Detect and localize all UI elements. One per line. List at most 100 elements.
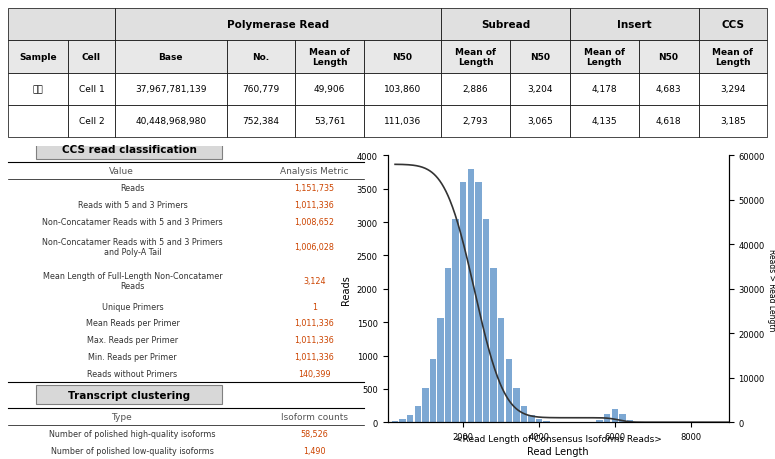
Text: Reads with 5 and 3 Primers: Reads with 5 and 3 Primers xyxy=(78,201,188,209)
Text: 지황: 지황 xyxy=(33,85,43,94)
Text: 1: 1 xyxy=(312,302,317,311)
Text: 1,490: 1,490 xyxy=(303,446,326,455)
Bar xyxy=(226,106,295,138)
Bar xyxy=(441,41,510,73)
Text: Cell 2: Cell 2 xyxy=(78,117,104,126)
Bar xyxy=(521,406,527,422)
Bar xyxy=(68,41,115,73)
Bar xyxy=(498,318,505,422)
Text: Mean Length of Full-Length Non-Concatamer
Reads: Mean Length of Full-Length Non-Concatame… xyxy=(43,271,222,291)
Text: Unique Primers: Unique Primers xyxy=(102,302,164,311)
Text: 53,761: 53,761 xyxy=(314,117,346,126)
Text: Mean of
Length: Mean of Length xyxy=(584,48,625,67)
Bar xyxy=(611,409,618,422)
Bar xyxy=(8,9,115,41)
Bar xyxy=(536,420,542,422)
Bar xyxy=(437,318,444,422)
Text: Analysis Metric: Analysis Metric xyxy=(280,167,349,175)
Text: 3,065: 3,065 xyxy=(527,117,553,126)
Bar xyxy=(543,421,549,422)
Text: No.: No. xyxy=(253,53,270,62)
Bar xyxy=(68,73,115,106)
Text: Max. Reads per Primer: Max. Reads per Primer xyxy=(87,336,178,345)
Bar xyxy=(467,169,474,422)
Text: 140,399: 140,399 xyxy=(298,369,331,379)
Bar xyxy=(529,415,535,422)
Bar xyxy=(597,420,603,422)
Text: 1,151,735: 1,151,735 xyxy=(294,184,334,192)
Bar xyxy=(639,41,698,73)
Text: 1,006,028: 1,006,028 xyxy=(294,243,334,252)
Bar xyxy=(8,73,68,106)
Bar xyxy=(226,73,295,106)
Y-axis label: Reads > Read Length: Reads > Read Length xyxy=(766,248,775,330)
Bar xyxy=(8,41,68,73)
Text: Polymerase Read: Polymerase Read xyxy=(227,20,329,30)
Bar xyxy=(570,41,639,73)
Text: 37,967,781,139: 37,967,781,139 xyxy=(135,85,207,94)
Text: 111,036: 111,036 xyxy=(384,117,421,126)
Bar xyxy=(570,73,639,106)
Text: Non-Concatamer Reads with 5 and 3 Primers: Non-Concatamer Reads with 5 and 3 Primer… xyxy=(42,217,223,226)
Text: 2,793: 2,793 xyxy=(463,117,488,126)
Text: 1,011,336: 1,011,336 xyxy=(294,336,334,345)
Text: 760,779: 760,779 xyxy=(243,85,280,94)
Text: Number of polished high-quality isoforms: Number of polished high-quality isoforms xyxy=(50,429,215,438)
FancyBboxPatch shape xyxy=(36,386,222,404)
Bar xyxy=(510,73,570,106)
Text: Value: Value xyxy=(109,167,134,175)
Bar xyxy=(115,41,226,73)
Text: 3,185: 3,185 xyxy=(720,117,746,126)
FancyBboxPatch shape xyxy=(36,140,222,159)
Text: 4,683: 4,683 xyxy=(656,85,681,94)
Text: 752,384: 752,384 xyxy=(243,117,280,126)
Text: Mean of
Length: Mean of Length xyxy=(455,48,496,67)
Text: 4,178: 4,178 xyxy=(591,85,617,94)
Bar xyxy=(510,106,570,138)
Bar xyxy=(698,9,767,41)
X-axis label: Read Length: Read Length xyxy=(527,447,589,457)
Bar xyxy=(115,9,441,41)
Text: 4,618: 4,618 xyxy=(656,117,681,126)
Bar xyxy=(505,359,512,422)
Text: N50: N50 xyxy=(659,53,679,62)
Bar xyxy=(115,106,226,138)
Bar xyxy=(226,41,295,73)
Bar xyxy=(8,106,68,138)
Bar xyxy=(441,106,510,138)
Bar xyxy=(295,73,364,106)
Bar xyxy=(422,388,429,422)
Text: Transcript clustering: Transcript clustering xyxy=(68,390,190,400)
Text: CCS: CCS xyxy=(722,20,745,30)
Bar xyxy=(399,420,406,422)
Bar xyxy=(295,41,364,73)
Bar xyxy=(364,106,441,138)
Bar xyxy=(475,183,481,422)
Bar xyxy=(698,106,767,138)
Text: 3,124: 3,124 xyxy=(303,276,326,285)
Text: Sample: Sample xyxy=(19,53,57,62)
Text: Non-Concatamer Reads with 5 and 3 Primers
and Poly-A Tail: Non-Concatamer Reads with 5 and 3 Primer… xyxy=(42,237,223,257)
Bar xyxy=(115,73,226,106)
Text: Subread: Subread xyxy=(480,20,530,30)
Text: Type: Type xyxy=(112,412,133,421)
Text: 58,526: 58,526 xyxy=(301,429,329,438)
Bar xyxy=(430,359,436,422)
Text: CCS read classification: CCS read classification xyxy=(61,145,196,155)
Text: 3,204: 3,204 xyxy=(527,85,553,94)
Text: Mean of
Length: Mean of Length xyxy=(712,48,753,67)
Text: N50: N50 xyxy=(392,53,412,62)
Bar xyxy=(510,41,570,73)
Y-axis label: Reads: Reads xyxy=(341,274,351,304)
Text: Number of polished low-quality isoforms: Number of polished low-quality isoforms xyxy=(51,446,214,455)
Text: 49,906: 49,906 xyxy=(314,85,345,94)
Bar xyxy=(364,73,441,106)
Text: 40,448,968,980: 40,448,968,980 xyxy=(136,117,206,126)
Bar xyxy=(441,73,510,106)
Bar xyxy=(392,421,398,422)
Bar xyxy=(364,41,441,73)
Text: 103,860: 103,860 xyxy=(384,85,421,94)
Bar xyxy=(483,220,489,422)
Text: 1,011,336: 1,011,336 xyxy=(294,319,334,328)
Bar xyxy=(295,106,364,138)
